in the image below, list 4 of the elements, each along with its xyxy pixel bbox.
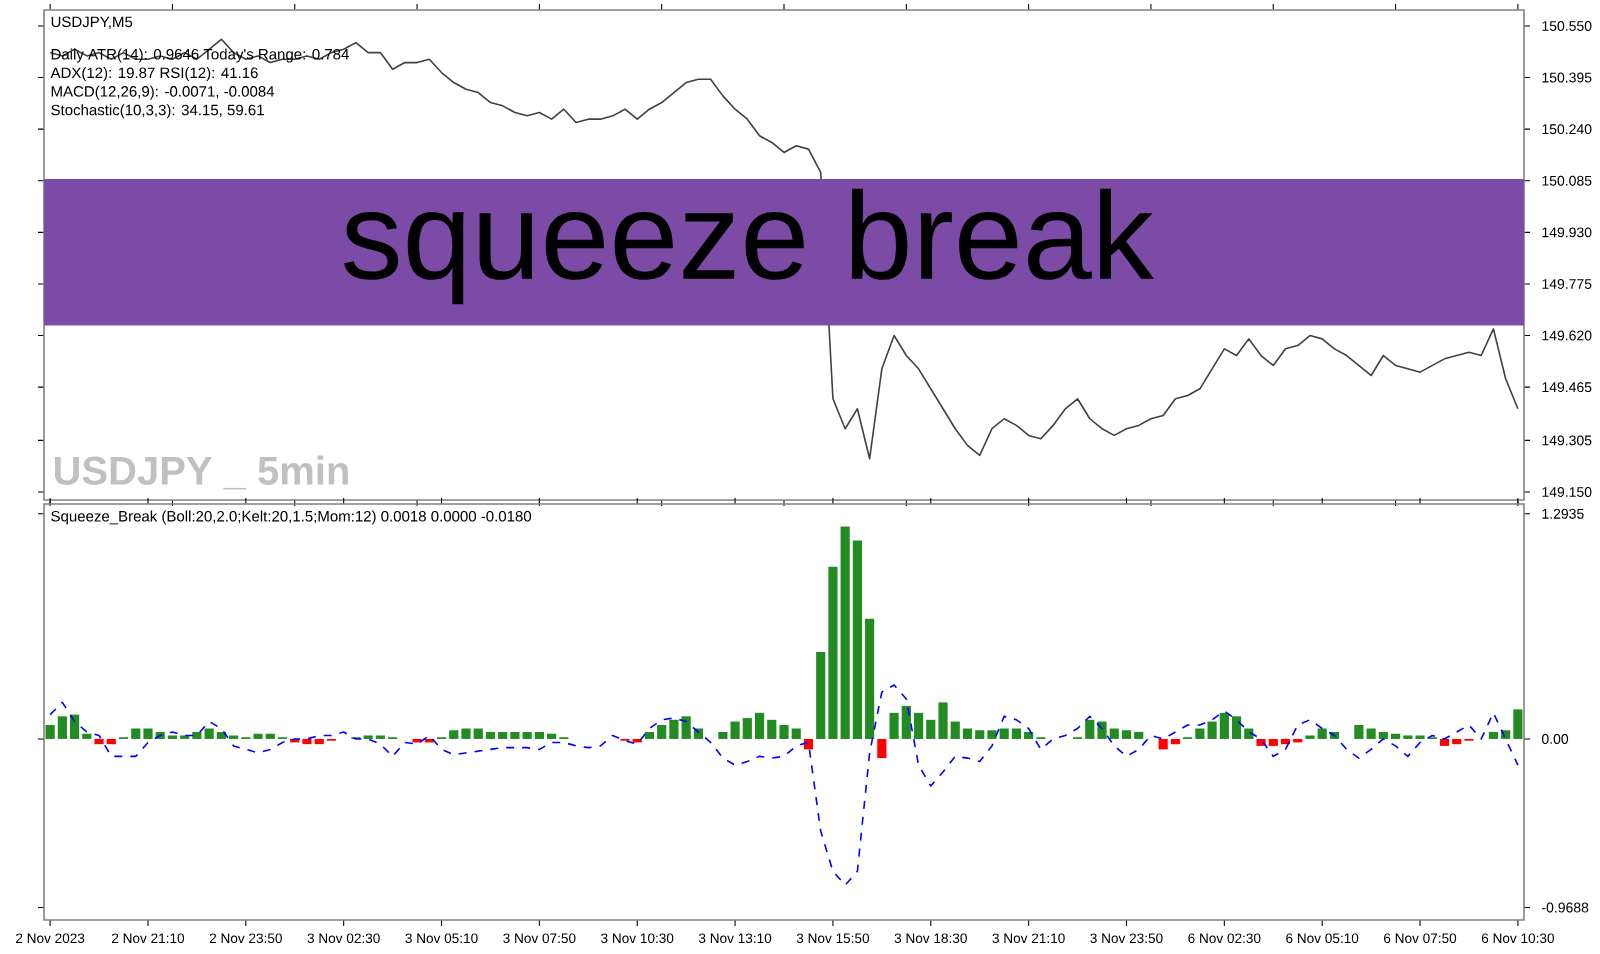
bar <box>1354 725 1364 739</box>
band-label: squeeze break <box>344 188 1154 305</box>
bar <box>877 738 887 759</box>
annotation: USDJPY _ 5min <box>54 455 348 490</box>
